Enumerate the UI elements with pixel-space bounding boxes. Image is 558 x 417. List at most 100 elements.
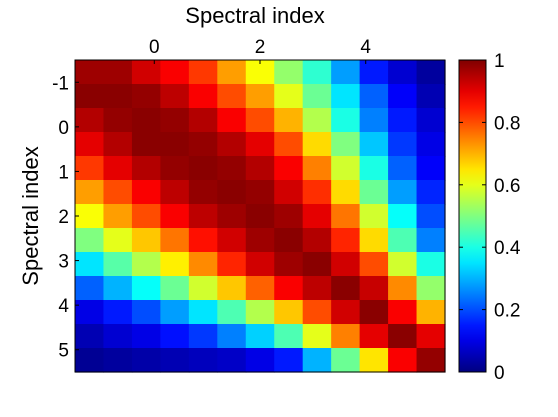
heatmap-cell (388, 204, 417, 229)
heatmap-cell (331, 324, 360, 349)
heatmap-cell (132, 180, 161, 205)
heatmap-cell (217, 132, 246, 157)
heatmap-cell (360, 156, 389, 181)
colorbar-tick-label: 0.4 (494, 238, 521, 259)
heatmap-cell (217, 84, 246, 109)
heatmap-cell (75, 132, 104, 157)
heatmap-cell (303, 60, 332, 85)
heatmap-cell (75, 348, 104, 373)
colorbar-tick-label: 0 (494, 363, 505, 384)
heatmap-cell (75, 228, 104, 253)
heatmap-cell (360, 204, 389, 229)
heatmap-cell (160, 60, 189, 85)
heatmap-cell (388, 228, 417, 253)
heatmap-cell (217, 180, 246, 205)
heatmap-cell (160, 156, 189, 181)
heatmap-cell (189, 228, 218, 253)
y-tick-label: 5 (58, 341, 69, 362)
heatmap-cell (331, 228, 360, 253)
heatmap-cell (274, 108, 303, 133)
heatmap-cell (132, 300, 161, 325)
heatmap-cell (103, 300, 132, 325)
heatmap-cell (246, 300, 275, 325)
heatmap-cell (103, 348, 132, 373)
heatmap-cell (189, 180, 218, 205)
heatmap-cell (160, 84, 189, 109)
heatmap-cell (417, 156, 446, 181)
heatmap-cell (103, 204, 132, 229)
colorbar-tick-label: 1 (494, 51, 505, 72)
heatmap-cell (417, 132, 446, 157)
heatmap-cell (360, 300, 389, 325)
x-axis-label: Spectral index (185, 3, 324, 28)
heatmap-cell (331, 84, 360, 109)
heatmap-cell (417, 84, 446, 109)
heatmap-cell (274, 276, 303, 301)
heatmap-cell (103, 132, 132, 157)
y-tick-label: 0 (58, 118, 69, 139)
heatmap-cell (388, 276, 417, 301)
heatmap-cell (303, 252, 332, 277)
heatmap-cell (75, 204, 104, 229)
heatmap-cell (360, 108, 389, 133)
heatmap-cell (417, 228, 446, 253)
heatmap-cell (160, 324, 189, 349)
colorbar: 00.20.40.60.81 (459, 51, 521, 384)
heatmap-cell (160, 348, 189, 373)
heatmap-cell (217, 228, 246, 253)
y-tick-label: 2 (58, 207, 69, 228)
heatmap-cell (132, 252, 161, 277)
colorbar-gradient (459, 60, 486, 372)
x-tick-label: 2 (255, 37, 266, 58)
heatmap-cell (274, 324, 303, 349)
heatmap-cell (160, 132, 189, 157)
heatmap-cell (303, 108, 332, 133)
heatmap-cell (303, 84, 332, 109)
heatmap-cell (360, 348, 389, 373)
heatmap-cell (160, 108, 189, 133)
heatmap-cell (331, 132, 360, 157)
heatmap-cell (331, 252, 360, 277)
heatmap-cell (360, 132, 389, 157)
heatmap-cell (75, 84, 104, 109)
heatmap-cell (388, 180, 417, 205)
heatmap-cell (103, 252, 132, 277)
heatmap-cell (274, 132, 303, 157)
y-tick-label: 1 (58, 162, 69, 183)
y-axis-label: Spectral index (18, 146, 43, 285)
x-tick-label: 0 (149, 37, 160, 58)
heatmap-cell (246, 132, 275, 157)
heatmap-cell (274, 300, 303, 325)
heatmap-cell (388, 252, 417, 277)
x-tick-label: 4 (360, 37, 371, 58)
heatmap-cell (189, 276, 218, 301)
heatmap-cell (189, 252, 218, 277)
heatmap-cells (75, 60, 446, 373)
heatmap-cell (417, 276, 446, 301)
heatmap-cell (417, 300, 446, 325)
heatmap-cell (417, 108, 446, 133)
heatmap-cell (160, 180, 189, 205)
heatmap-cell (417, 204, 446, 229)
heatmap-cell (388, 156, 417, 181)
heatmap-cell (331, 348, 360, 373)
colorbar-tick-label: 0.8 (494, 113, 520, 134)
heatmap-cell (189, 324, 218, 349)
heatmap-cell (132, 60, 161, 85)
heatmap-cell (189, 156, 218, 181)
y-tick-label: 4 (58, 296, 69, 317)
heatmap-cell (303, 276, 332, 301)
heatmap-cell (103, 108, 132, 133)
heatmap-cell (417, 348, 446, 373)
heatmap-cell (303, 132, 332, 157)
heatmap-cell (217, 204, 246, 229)
heatmap-cell (189, 348, 218, 373)
heatmap-cell (75, 324, 104, 349)
heatmap-cell (388, 300, 417, 325)
heatmap-cell (132, 84, 161, 109)
heatmap-cell (132, 348, 161, 373)
heatmap-cell (75, 60, 104, 85)
heatmap-cell (217, 252, 246, 277)
heatmap-cell (103, 228, 132, 253)
